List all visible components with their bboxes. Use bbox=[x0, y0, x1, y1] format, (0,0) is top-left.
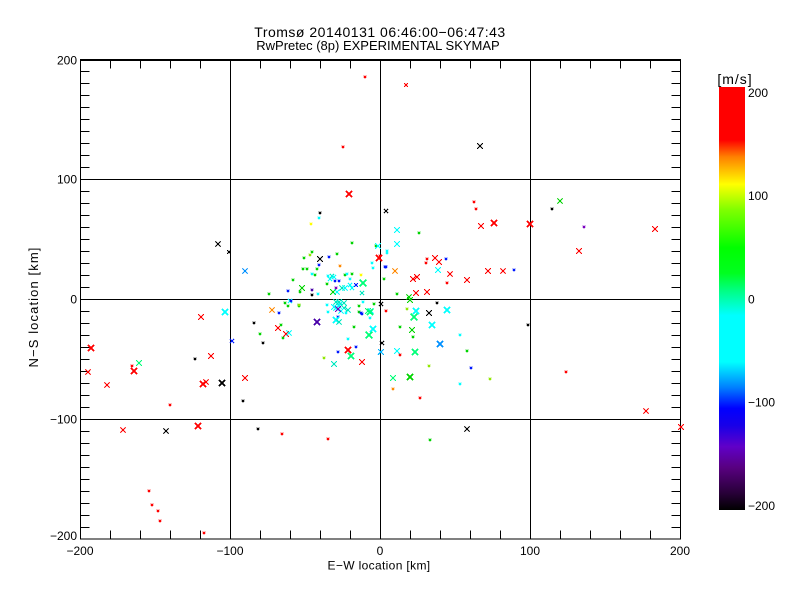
svg-text:RwPretec (8p) EXPERIMENTAL SKY: RwPretec (8p) EXPERIMENTAL SKYMAP bbox=[256, 38, 499, 53]
svg-text:−100: −100 bbox=[50, 413, 77, 427]
svg-text:0: 0 bbox=[70, 293, 77, 307]
svg-text:−200: −200 bbox=[748, 499, 775, 513]
svg-text:200: 200 bbox=[57, 54, 77, 68]
svg-text:−200: −200 bbox=[50, 529, 77, 543]
svg-text:[m/s]: [m/s] bbox=[717, 71, 752, 87]
svg-text:−100: −100 bbox=[216, 544, 243, 558]
svg-text:100: 100 bbox=[57, 173, 77, 187]
svg-text:100: 100 bbox=[748, 189, 768, 203]
svg-text:0: 0 bbox=[377, 544, 384, 558]
svg-text:200: 200 bbox=[670, 544, 690, 558]
svg-text:200: 200 bbox=[748, 86, 768, 100]
svg-text:−100: −100 bbox=[748, 396, 775, 410]
svg-text:N−S location [km]: N−S location [km] bbox=[26, 247, 41, 368]
svg-text:Tromsø 20140131 06:46:00−06:47: Tromsø 20140131 06:46:00−06:47:43 bbox=[254, 24, 505, 40]
svg-text:0: 0 bbox=[748, 293, 755, 307]
svg-text:−200: −200 bbox=[66, 544, 93, 558]
svg-text:100: 100 bbox=[520, 544, 540, 558]
svg-text:E−W location [km]: E−W location [km] bbox=[328, 559, 431, 573]
